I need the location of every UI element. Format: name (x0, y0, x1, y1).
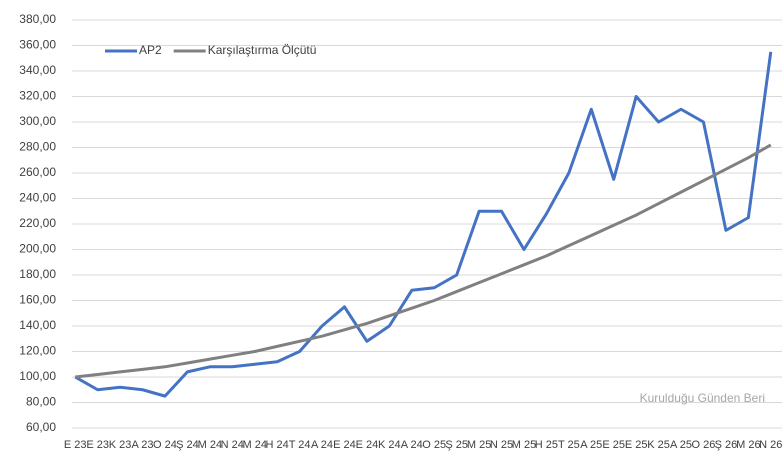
x-tick-label: H 24 (266, 439, 289, 451)
y-tick-label: 340,00 (19, 63, 56, 77)
x-tick-label: Ş 26 (715, 439, 738, 451)
y-tick-label: 140,00 (19, 318, 56, 332)
x-tick-label: E 25 (625, 439, 648, 451)
legend-label: AP2 (139, 43, 162, 57)
x-tick-label: O 26 (692, 439, 716, 451)
y-tick-label: 120,00 (19, 344, 56, 358)
series-line (74, 51, 773, 398)
y-tick-label: 380,00 (19, 12, 56, 26)
x-tick-label: T 24 (289, 439, 311, 451)
series-line (75, 143, 772, 379)
x-tick-label: A 23 (132, 439, 154, 451)
y-tick-label: 160,00 (19, 293, 56, 307)
x-tick-label: M 24 (242, 439, 266, 451)
x-tick-label: M 25 (512, 439, 536, 451)
legend-label: Karşılaştırma Ölçütü (208, 43, 317, 57)
x-tick-label: M 25 (467, 439, 491, 451)
x-tick-label: K 23 (109, 439, 132, 451)
y-tick-label: 200,00 (19, 242, 56, 256)
y-tick-label: 360,00 (19, 38, 56, 52)
x-tick-label: A 25 (670, 439, 692, 451)
x-tick-label: Ş 24 (176, 439, 199, 451)
x-tick-label: E 24 (333, 439, 356, 451)
x-tick-label: E 23 (64, 439, 87, 451)
x-tick-label: N 25 (490, 439, 513, 451)
x-tick-label: H 25 (535, 439, 558, 451)
y-tick-label: 300,00 (19, 114, 56, 128)
y-tick-label: 100,00 (19, 369, 56, 383)
y-tick-label: 80,00 (26, 395, 56, 409)
y-tick-label: 220,00 (19, 216, 56, 230)
x-tick-label: E 24 (356, 439, 379, 451)
x-tick-label: O 25 (422, 439, 446, 451)
x-tick-label: N 26 (759, 439, 782, 451)
x-tick-label: O 24 (153, 439, 177, 451)
x-tick-label: M 24 (198, 439, 222, 451)
y-tick-label: 180,00 (19, 267, 56, 281)
y-tick-label: 60,00 (26, 420, 56, 434)
x-tick-label: Ş 25 (445, 439, 468, 451)
x-tick-label: T 25 (558, 439, 580, 451)
y-tick-label: 280,00 (19, 140, 56, 154)
x-tick-label: A 25 (580, 439, 602, 451)
x-tick-label: E 25 (602, 439, 625, 451)
y-tick-label: 320,00 (19, 89, 56, 103)
x-tick-label: A 24 (311, 439, 333, 451)
x-tick-label: A 24 (401, 439, 423, 451)
x-tick-label: E 23 (86, 439, 109, 451)
y-tick-label: 260,00 (19, 165, 56, 179)
y-tick-label: 240,00 (19, 191, 56, 205)
annotation: Kurulduğu Günden Beri (640, 391, 765, 405)
x-tick-label: K 24 (378, 439, 401, 451)
x-tick-label: K 25 (647, 439, 670, 451)
x-tick-label: M 26 (736, 439, 760, 451)
x-tick-label: N 24 (221, 439, 244, 451)
